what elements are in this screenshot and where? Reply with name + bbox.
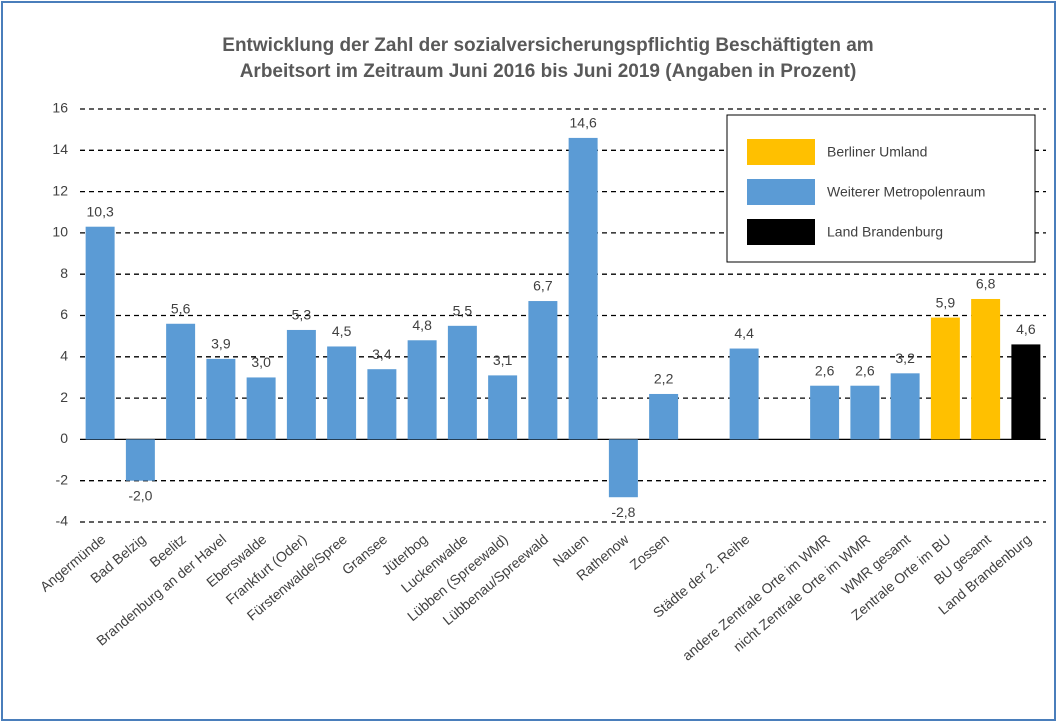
bar	[810, 385, 840, 440]
bar	[649, 393, 679, 440]
bar	[729, 348, 759, 440]
bar	[206, 358, 236, 440]
bar	[971, 298, 1001, 440]
value-label: 6,7	[533, 278, 553, 294]
bar	[850, 385, 880, 440]
y-tick-label: 0	[60, 430, 68, 446]
bar	[447, 325, 477, 440]
legend-swatch	[747, 219, 815, 245]
bar	[367, 369, 397, 440]
bar	[488, 375, 518, 440]
y-tick-label: 6	[60, 306, 68, 322]
y-tick-label: 12	[52, 182, 68, 198]
bar	[327, 346, 357, 440]
legend-label: Berliner Umland	[827, 144, 927, 160]
y-tick-label: 16	[52, 100, 68, 116]
value-label: 2,6	[855, 362, 875, 378]
value-label: 2,2	[654, 371, 674, 387]
value-label: 4,4	[734, 325, 754, 341]
value-label: 10,3	[87, 203, 114, 219]
bar	[407, 340, 437, 440]
bar	[286, 329, 316, 440]
value-label: 3,2	[895, 350, 915, 366]
bar	[890, 373, 920, 440]
bar	[166, 323, 196, 440]
legend-label: Land Brandenburg	[827, 224, 943, 240]
y-tick-label: 8	[60, 265, 68, 281]
value-label: 4,5	[332, 323, 352, 339]
value-label: 5,5	[453, 303, 473, 319]
bar	[608, 439, 638, 498]
y-tick-label: 2	[60, 389, 68, 405]
y-tick-label: 4	[60, 348, 68, 364]
bar	[85, 226, 115, 440]
y-tick-label: -4	[56, 513, 69, 529]
value-label: -2,8	[611, 504, 635, 520]
legend-label: Weiterer Metropolenraum	[827, 184, 985, 200]
legend-swatch	[747, 179, 815, 205]
y-tick-label: 14	[52, 141, 68, 157]
value-label: 3,9	[211, 336, 231, 352]
value-label: 3,0	[251, 354, 271, 370]
value-label: 3,1	[493, 352, 513, 368]
value-label: 3,4	[372, 346, 392, 362]
chart-title: Entwicklung der Zahl der sozialversicher…	[222, 35, 873, 56]
y-tick-label: -2	[56, 471, 69, 487]
value-label: 14,6	[570, 115, 597, 131]
value-label: -2,0	[128, 487, 152, 503]
bar	[125, 439, 155, 481]
value-label: 5,6	[171, 300, 191, 316]
chart-title: Arbeitsort im Zeitraum Juni 2016 bis Jun…	[240, 61, 857, 82]
value-label: 5,3	[292, 307, 312, 323]
value-label: 6,8	[976, 276, 996, 292]
value-label: 5,9	[936, 294, 956, 310]
value-label: 2,6	[815, 362, 835, 378]
bar	[568, 137, 598, 440]
bar	[1011, 344, 1041, 440]
y-tick-label: 10	[52, 224, 68, 240]
legend-swatch	[747, 139, 815, 165]
value-label: 4,8	[412, 317, 432, 333]
bar	[930, 317, 960, 440]
bar	[246, 377, 276, 440]
bar	[528, 301, 558, 440]
value-label: 4,6	[1016, 321, 1036, 337]
